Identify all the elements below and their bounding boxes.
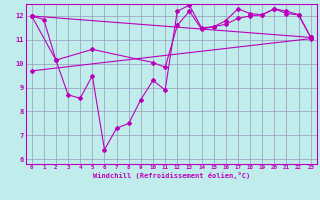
X-axis label: Windchill (Refroidissement éolien,°C): Windchill (Refroidissement éolien,°C) xyxy=(92,172,250,179)
